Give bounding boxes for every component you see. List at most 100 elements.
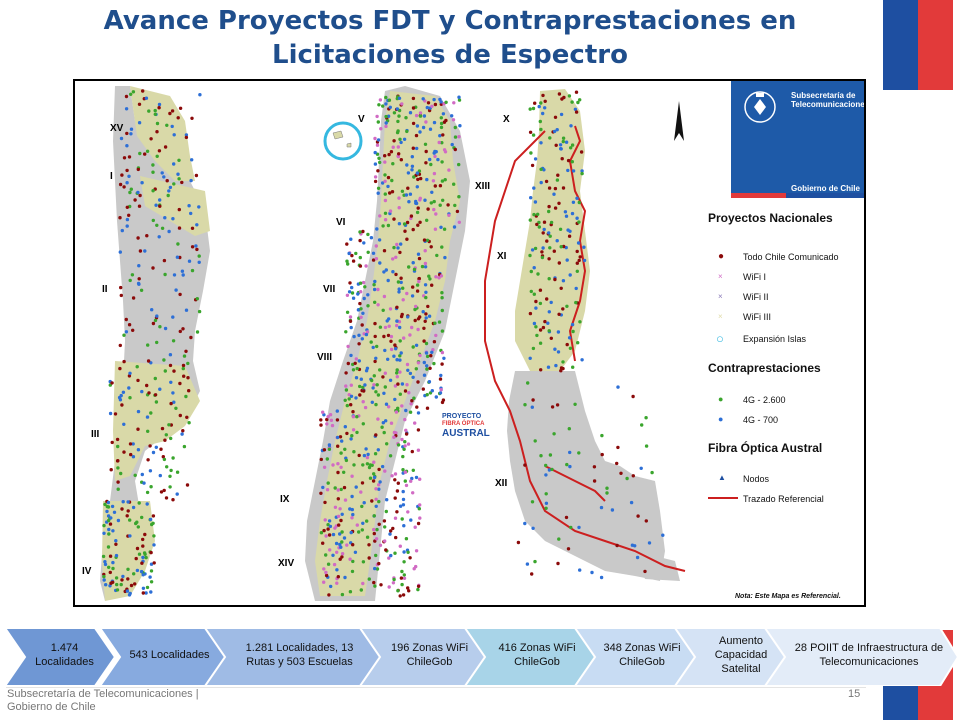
coverage-dot [358,301,362,306]
coverage-dot [126,500,130,504]
coverage-dot [399,576,404,580]
coverage-dot [119,393,123,398]
coverage-dot [592,465,597,469]
region-label: IX [280,494,290,505]
slide-title: Avance Proyectos FDT y Contraprestacione… [30,4,870,72]
coverage-dot [343,425,347,429]
fibra-route-line [484,125,686,572]
region-label: VIII [317,352,333,363]
coverage-dot [394,410,399,414]
coverage-dot [189,211,193,216]
coverage-dot [133,473,137,477]
coverage-dot [423,261,428,266]
coverage-dot [122,185,126,189]
coverage-dot [125,131,129,136]
coverage-dot [532,292,536,296]
coverage-dot [547,277,551,281]
coverage-dot [384,419,388,423]
coverage-dot [424,161,428,165]
coverage-dot [108,584,112,588]
coverage-dot [403,229,407,233]
coverage-dot [348,590,353,594]
coverage-dot [142,481,146,485]
coverage-dot [428,366,432,370]
coverage-dot [388,191,392,195]
coverage-dot [164,496,169,500]
coverage-dot [410,294,415,298]
coverage-dot [417,507,421,511]
coverage-dot [377,522,381,526]
coverage-dot [398,137,402,141]
coverage-dot [541,111,545,116]
coverage-dot [326,415,330,419]
coverage-dot [131,505,136,510]
coverage-dot [343,398,347,402]
coverage-dot [389,553,393,558]
coverage-dot [351,415,356,419]
coverage-dot [413,307,417,312]
coverage-dot [416,428,421,432]
coverage-dot [406,586,410,590]
coverage-dot [160,171,164,175]
coverage-dot [421,310,425,314]
coverage-dot [161,455,165,459]
coverage-dot [185,415,189,419]
coverage-dot [367,556,371,560]
coverage-dot [377,238,382,242]
coverage-dot [378,98,383,102]
coverage-dot [539,101,543,105]
coverage-dot [351,512,355,517]
coverage-dot [340,530,344,534]
coverage-dot [533,246,538,251]
coverage-dot [366,250,370,254]
coverage-dot [361,521,365,525]
coverage-dot [374,402,378,407]
coverage-dot [381,104,385,108]
coverage-dot [401,503,406,507]
coverage-dot [127,323,132,327]
coverage-dot [377,499,381,504]
coverage-dot [326,527,330,531]
coverage-dot [532,186,536,190]
region-label: III [91,429,100,440]
coverage-dot [118,182,123,187]
coverage-dot [362,389,366,393]
coverage-dot [400,582,404,587]
coverage-dot [396,443,401,447]
coverage-dot [401,497,406,502]
coverage-dot [319,531,324,535]
coverage-dot [577,220,581,224]
coverage-dot [537,104,541,109]
coverage-dot [397,96,402,100]
coverage-dot [135,365,139,369]
coverage-dot [541,93,545,98]
coverage-dot [423,319,427,323]
coverage-dot [411,121,416,126]
coverage-dot [169,468,173,473]
coverage-dot [416,223,420,227]
coverage-dot [414,367,418,371]
coverage-dot [387,152,391,157]
coverage-dot [361,400,365,404]
coverage-dot [574,300,578,305]
coverage-dot [615,461,619,466]
coverage-dot [149,137,153,141]
coverage-dot [541,231,545,235]
coverage-dot [151,163,155,167]
coverage-dot [433,321,437,325]
map-note: Nota: Este Mapa es Referencial. [735,593,841,600]
coverage-dot [336,462,340,466]
coverage-dot [195,297,199,301]
coverage-dot [168,474,172,478]
coverage-dot [382,334,386,339]
coverage-dot [360,528,364,532]
coverage-dot [152,534,156,538]
coverage-dot [116,444,120,449]
coverage-dot [561,307,565,311]
coverage-dot [415,289,420,293]
coverage-dot [128,518,132,522]
coverage-dot [149,590,153,594]
coverage-dot [131,442,135,446]
coverage-dot [570,143,575,147]
coverage-dot [570,211,575,216]
